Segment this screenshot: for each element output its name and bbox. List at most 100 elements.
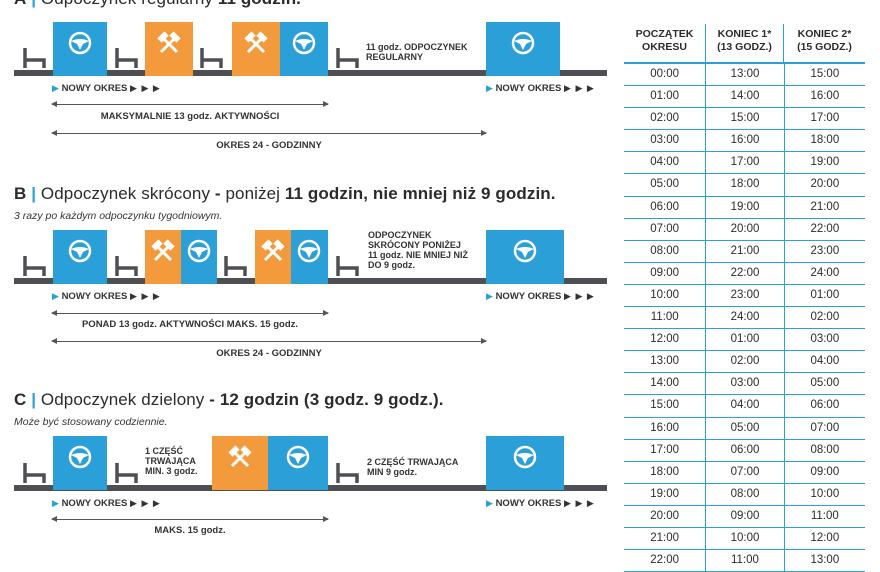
table-cell: 11:00 xyxy=(810,509,839,522)
range-arrow xyxy=(51,310,329,316)
steering-wheel-icon xyxy=(68,445,92,469)
bed-icon xyxy=(115,463,138,483)
table-cell: 08:00 xyxy=(624,240,707,262)
new-period-label: NOWY OKRES xyxy=(61,83,128,94)
table-cell: 16:00 xyxy=(706,130,785,152)
table-header-cell: KONIEC 1* (13 GODZ.) xyxy=(706,24,784,62)
rest-label-line: 11 godz. ODPOCZYNEK xyxy=(366,42,468,52)
steering-wheel-icon xyxy=(297,239,321,263)
table-row: 12:00 01:00 03:00 xyxy=(624,329,865,352)
table-row: 01:00 14:00 16:00 xyxy=(624,86,865,109)
table-cell: 24:00 xyxy=(810,266,840,279)
table-cell: 18:00 xyxy=(810,134,840,147)
new-period-marker: ▶ NOWY OKRES ▶ ▶ ▶ xyxy=(52,83,161,94)
table-cell: 09:00 xyxy=(624,262,707,284)
table-cell: 23:00 xyxy=(810,244,840,257)
section-a-bar: | xyxy=(31,0,36,8)
table-cell: 18:00 xyxy=(706,174,785,196)
bed-icon xyxy=(224,256,247,276)
table-row: 06:00 19:00 21:00 xyxy=(624,196,865,219)
table-cell: 13:00 xyxy=(624,351,707,373)
range-label: PONAD 13 godz. AKTYWNOŚCI MAKS. 15 godz. xyxy=(81,319,299,330)
bed-icon xyxy=(23,48,46,68)
table-cell: 20:00 xyxy=(810,178,840,191)
table-header-cell: KONIEC 2* (15 GODZ.) xyxy=(784,24,865,62)
table-cell: 23:00 xyxy=(706,284,785,307)
section-c-subtitle: Może być stosowany codziennie. xyxy=(14,416,168,428)
table-row: 19:00 08:00 10:00 xyxy=(624,483,865,506)
rest-label: 11 godz. ODPOCZYNEK REGULARNY xyxy=(366,42,468,62)
table-row: 02:00 15:00 17:00 xyxy=(624,108,865,131)
section-b-title-mid: poniżej xyxy=(225,184,281,203)
table-cell: 09:00 xyxy=(810,465,840,478)
new-period-marker: ▶ NOWY OKRES ▶ ▶ ▶ xyxy=(486,83,595,94)
table-cell: 18:00 xyxy=(624,461,707,483)
table-cell: 21:00 xyxy=(706,240,785,262)
bed-icon xyxy=(336,48,359,68)
table-row: 05:00 18:00 20:00 xyxy=(624,174,865,197)
section-a-title-bold: 11 godzin. xyxy=(218,0,301,8)
table-cell: 10:00 xyxy=(706,527,785,550)
steering-wheel-icon xyxy=(187,239,211,263)
table-cell: 11:00 xyxy=(706,550,785,572)
table-cell: 17:00 xyxy=(706,152,785,174)
split-label-line: MIN. 3 godz. xyxy=(145,466,198,476)
work-block xyxy=(212,436,268,490)
table-cell: 24:00 xyxy=(706,307,785,329)
table-cell: 15:00 xyxy=(624,395,707,417)
table-cell: 21:00 xyxy=(624,527,707,550)
table-cell: 15:00 xyxy=(706,108,785,130)
table-cell: 00:00 xyxy=(624,64,707,86)
range-arrow xyxy=(51,338,487,344)
table-cell: 09:00 xyxy=(706,505,785,527)
steering-wheel-icon xyxy=(286,445,310,469)
table-row: 16:00 05:00 07:00 xyxy=(624,417,865,440)
table-cell: 21:00 xyxy=(810,200,840,213)
table-body: 00:00 13:00 15:00 01:00 14:00 16:00 02:00 15:00… xyxy=(624,64,865,572)
section-c-bar: | xyxy=(31,390,37,409)
new-period-label: NOWY OKRES xyxy=(61,498,128,509)
range-arrow xyxy=(51,130,487,136)
table-cell: 16:00 xyxy=(810,90,840,103)
table-cell: 04:00 xyxy=(624,152,707,174)
bed-icon xyxy=(336,463,359,483)
table-cell: 10:00 xyxy=(810,487,840,500)
table-cell: 17:00 xyxy=(624,439,707,461)
section-c-title-plain: Odpoczynek dzielony xyxy=(40,390,205,409)
header-line: OKRESU xyxy=(642,41,687,53)
new-period-marker: ▶ NOWY OKRES ▶ ▶ ▶ xyxy=(52,291,161,302)
table-cell: 02:00 xyxy=(706,351,785,373)
range-label: MAKSYMALNIE 13 godz. AKTYWNOŚCI xyxy=(100,111,280,122)
work-block xyxy=(145,22,193,76)
table-row: 09:00 22:00 24:00 xyxy=(624,262,865,285)
table-cell: 01:00 xyxy=(706,329,785,351)
period-end-table: POCZĄTEK OKRESU KONIEC 1* (13 GODZ.) KONIE… xyxy=(624,24,865,572)
steering-wheel-icon xyxy=(68,31,92,55)
steering-wheel-icon xyxy=(292,31,316,55)
table-cell: 14:00 xyxy=(624,373,707,395)
table-cell: 05:00 xyxy=(624,174,707,196)
table-cell: 06:00 xyxy=(706,439,785,461)
crossed-hammers-icon xyxy=(151,239,175,262)
table-row: 13:00 02:00 04:00 xyxy=(624,351,865,374)
split-part1-label: 1 CZĘŚĆ TRWAJĄCA MIN. 3 godz. xyxy=(145,446,198,476)
table-cell: 16:00 xyxy=(624,417,707,439)
table-row: 03:00 16:00 18:00 xyxy=(624,130,865,153)
table-row: 14:00 03:00 05:00 xyxy=(624,373,865,396)
table-cell: 13:00 xyxy=(706,64,785,86)
table-row: 08:00 21:00 23:00 xyxy=(624,240,865,263)
header-line: (13 GODZ.) xyxy=(717,41,772,53)
bed-icon xyxy=(23,463,46,483)
section-c-letter: C xyxy=(14,390,27,409)
rest-label-line: 11 godz. NIE MNIEJ NIŻ xyxy=(368,250,469,260)
rest-label-line: DO 9 godz. xyxy=(368,260,415,270)
table-cell: 04:00 xyxy=(810,355,840,368)
rest-label-line: SKRÓCONY PONIŻEJ xyxy=(368,240,461,250)
table-cell: 08:00 xyxy=(810,443,840,456)
table-cell: 20:00 xyxy=(706,218,785,240)
table-row: 00:00 13:00 15:00 xyxy=(624,64,865,87)
section-a-title-plain: Odpoczynek regularny xyxy=(41,0,213,8)
steering-wheel-icon xyxy=(68,239,92,263)
section-b-title-dash: - xyxy=(214,184,221,203)
table-row: 04:00 17:00 19:00 xyxy=(624,152,865,175)
